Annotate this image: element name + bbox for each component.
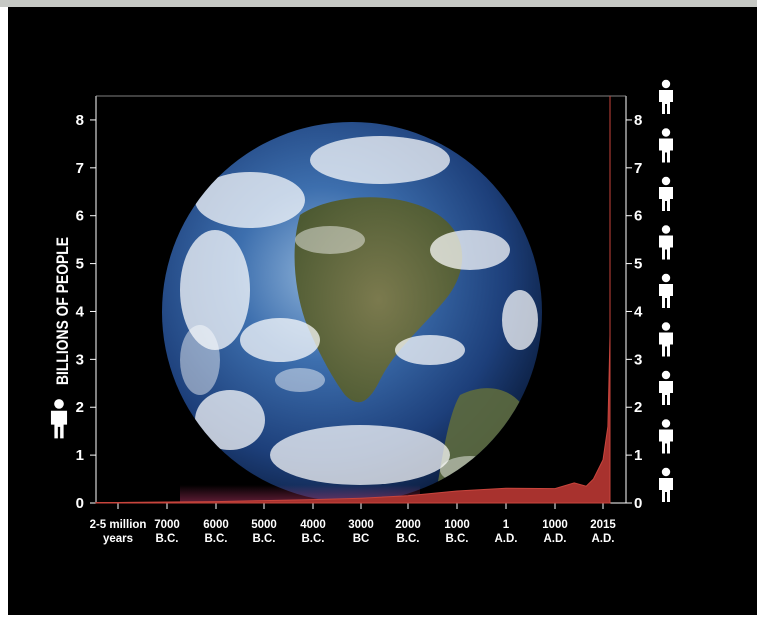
x-tick-label-line: years <box>103 533 133 545</box>
x-tick-label-line: BC <box>353 533 370 545</box>
y-tick-right-label: 3 <box>634 351 642 368</box>
x-tick-label-line: B.C. <box>205 533 228 545</box>
x-tick-label-line: B.C. <box>397 533 420 545</box>
x-tick-label-line: A.D. <box>592 533 615 545</box>
y-tick-left-label: 4 <box>76 303 85 320</box>
y-tick-right-label: 2 <box>634 399 642 416</box>
x-tick-label: 2000 B.C. <box>395 519 421 545</box>
y-axis-left: 0 1 2 3 4 5 6 7 8 <box>76 112 96 512</box>
x-tick-label-line: 6000 <box>203 519 229 531</box>
y-tick-left-label: 0 <box>76 495 84 512</box>
top-bar <box>0 0 757 7</box>
population-area <box>95 96 611 504</box>
x-tick-label-line: B.C. <box>253 533 276 545</box>
x-tick-label-line: 1000 <box>444 519 470 531</box>
y-axis-right: 0 1 2 3 4 5 6 7 8 <box>626 112 643 512</box>
y-tick-right-label: 4 <box>634 303 643 320</box>
x-tick-label-line: B.C. <box>446 533 469 545</box>
x-tick-label: 1000 A.D. <box>542 519 568 545</box>
x-tick-label-line: 7000 <box>154 519 180 531</box>
y-tick-right-label: 6 <box>634 208 642 225</box>
x-tick-label-line: 1 <box>503 519 510 531</box>
x-tick-label-line: 4000 <box>300 519 326 531</box>
x-tick-label: 3000 BC <box>348 519 374 545</box>
x-tick-label: 1000 B.C. <box>444 519 470 545</box>
y-axis-label: BILLIONS OF PEOPLE <box>53 237 72 385</box>
x-axis: 2-5 million years 7000 B.C. 6000 B.C. 5000 B.C.… <box>90 503 616 545</box>
y-tick-left-label: 8 <box>76 112 84 129</box>
x-tick-label-line: 1000 <box>542 519 568 531</box>
x-tick-label: 2015 A.D. <box>590 519 616 545</box>
x-tick-label-line: 2000 <box>395 519 421 531</box>
x-tick-label-line: 2015 <box>590 519 616 531</box>
x-tick-label-line: 5000 <box>251 519 277 531</box>
x-tick-label: 5000 B.C. <box>251 519 277 545</box>
x-tick-label-line: 3000 <box>348 519 374 531</box>
x-tick-label-line: 2-5 million <box>90 519 147 531</box>
x-tick-label: 7000 B.C. <box>154 519 180 545</box>
y-tick-left-label: 3 <box>76 351 84 368</box>
y-tick-right-label: 1 <box>634 447 642 464</box>
y-tick-left-label: 6 <box>76 208 84 225</box>
x-tick-label-line: B.C. <box>302 533 325 545</box>
x-tick-label: 1 A.D. <box>495 519 518 545</box>
y-tick-left-label: 2 <box>76 399 84 416</box>
y-axis-title: BILLIONS OF PEOPLE <box>50 237 72 439</box>
x-tick-label-line: A.D. <box>495 533 518 545</box>
y-tick-right-label: 8 <box>634 112 642 129</box>
y-tick-right-label: 7 <box>634 160 642 177</box>
y-tick-left-label: 7 <box>76 160 84 177</box>
y-tick-right-label: 5 <box>634 256 642 273</box>
person-icon-column <box>659 79 673 502</box>
x-tick-label-line: A.D. <box>544 533 567 545</box>
y-tick-left-label: 1 <box>76 447 84 464</box>
y-tick-right-label: 0 <box>634 495 642 512</box>
y-tick-left-label: 5 <box>76 256 84 273</box>
x-tick-label: 4000 B.C. <box>300 519 326 545</box>
x-tick-label: 6000 B.C. <box>203 519 229 545</box>
x-tick-label-line: B.C. <box>156 533 179 545</box>
x-tick-label: 2-5 million years <box>90 519 147 545</box>
